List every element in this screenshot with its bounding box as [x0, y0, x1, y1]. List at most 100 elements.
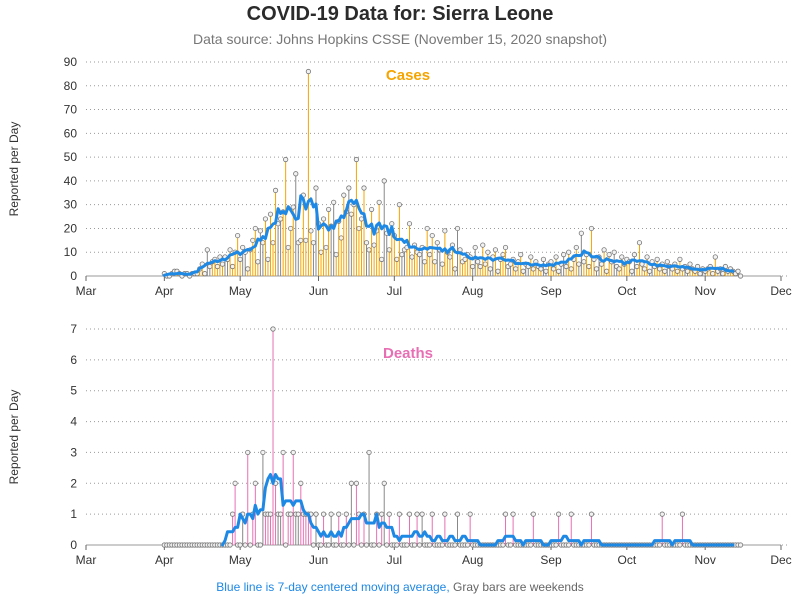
daily-point — [429, 232, 435, 239]
moving-average-line — [221, 473, 735, 547]
daily-point — [641, 266, 648, 272]
daily-point — [604, 268, 610, 274]
daily-point — [214, 263, 221, 270]
daily-point — [720, 271, 726, 277]
daily-point — [472, 244, 478, 251]
daily-point — [419, 511, 425, 517]
daily-point — [318, 542, 324, 548]
y-tick-label: 20 — [64, 221, 78, 235]
daily-point — [396, 511, 402, 517]
daily-point — [528, 254, 534, 260]
daily-point — [442, 228, 448, 234]
daily-point — [677, 256, 683, 262]
daily-point — [320, 216, 327, 222]
daily-point — [310, 542, 317, 548]
daily-point — [252, 225, 258, 232]
daily-point — [310, 240, 317, 246]
daily-point — [371, 242, 377, 248]
daily-point — [257, 228, 263, 234]
y-tick-label: 6 — [70, 353, 77, 367]
daily-point — [338, 235, 344, 241]
daily-point — [298, 480, 304, 486]
x-tick-label: Dec — [770, 553, 791, 567]
daily-point — [674, 268, 680, 274]
daily-point — [477, 263, 483, 270]
daily-point — [578, 230, 584, 236]
daily-point — [326, 206, 332, 213]
y-tick-label: 3 — [70, 445, 77, 459]
daily-point — [255, 259, 261, 265]
daily-point — [422, 259, 428, 265]
daily-point — [260, 449, 266, 456]
daily-point — [432, 259, 438, 265]
daily-point — [227, 247, 233, 253]
daily-point — [563, 263, 569, 270]
daily-point — [687, 261, 693, 267]
y-tick-label: 4 — [70, 415, 77, 429]
daily-point — [710, 271, 716, 277]
daily-point — [204, 247, 210, 253]
daily-point — [616, 266, 622, 272]
daily-point — [528, 542, 534, 548]
daily-point — [634, 263, 640, 270]
daily-point — [487, 266, 493, 272]
daily-point — [285, 244, 291, 251]
daily-point — [245, 449, 251, 456]
daily-point — [202, 271, 208, 277]
daily-point — [500, 542, 506, 548]
daily-point — [447, 254, 453, 260]
daily-point — [333, 252, 339, 258]
daily-point — [646, 268, 653, 274]
y-tick-label: 70 — [64, 103, 78, 117]
daily-point — [677, 542, 683, 548]
y-tick-label: 50 — [64, 150, 78, 164]
daily-point — [386, 247, 392, 253]
daily-point — [543, 268, 549, 274]
daily-point — [434, 240, 440, 246]
daily-point — [288, 511, 294, 517]
daily-point — [257, 542, 263, 548]
daily-point — [442, 511, 448, 517]
daily-point — [379, 256, 385, 262]
daily-point — [454, 511, 461, 517]
x-tick-label: Mar — [76, 284, 97, 298]
daily-point — [416, 542, 423, 548]
daily-point — [588, 511, 595, 517]
daily-point — [416, 252, 423, 258]
daily-point — [356, 225, 362, 232]
moving-average-line — [162, 194, 735, 277]
daily-point — [386, 511, 392, 517]
daily-point — [429, 511, 435, 517]
daily-point — [662, 268, 668, 274]
daily-point — [414, 511, 420, 517]
x-tick-label: Nov — [695, 284, 716, 298]
daily-point — [399, 252, 405, 258]
daily-point — [500, 252, 506, 258]
daily-point — [235, 232, 241, 239]
daily-point — [219, 261, 226, 267]
daily-point — [305, 68, 311, 75]
daily-point — [540, 256, 547, 262]
daily-point — [538, 266, 544, 272]
daily-point — [598, 261, 605, 267]
daily-point — [318, 249, 324, 255]
daily-point — [232, 480, 238, 486]
daily-point — [333, 542, 339, 548]
daily-point — [485, 249, 491, 255]
daily-point — [502, 244, 509, 251]
daily-point — [346, 185, 352, 191]
y-tick-label: 7 — [70, 322, 77, 336]
daily-point — [313, 185, 319, 191]
x-tick-label: Oct — [618, 553, 637, 567]
x-tick-label: May — [229, 284, 252, 298]
daily-point — [242, 542, 248, 548]
daily-point — [303, 237, 309, 243]
daily-point — [361, 185, 367, 191]
daily-point — [482, 261, 488, 267]
daily-point — [576, 261, 582, 267]
daily-point — [581, 259, 587, 265]
daily-point — [611, 249, 617, 255]
daily-point — [283, 542, 289, 548]
daily-point — [404, 542, 410, 548]
